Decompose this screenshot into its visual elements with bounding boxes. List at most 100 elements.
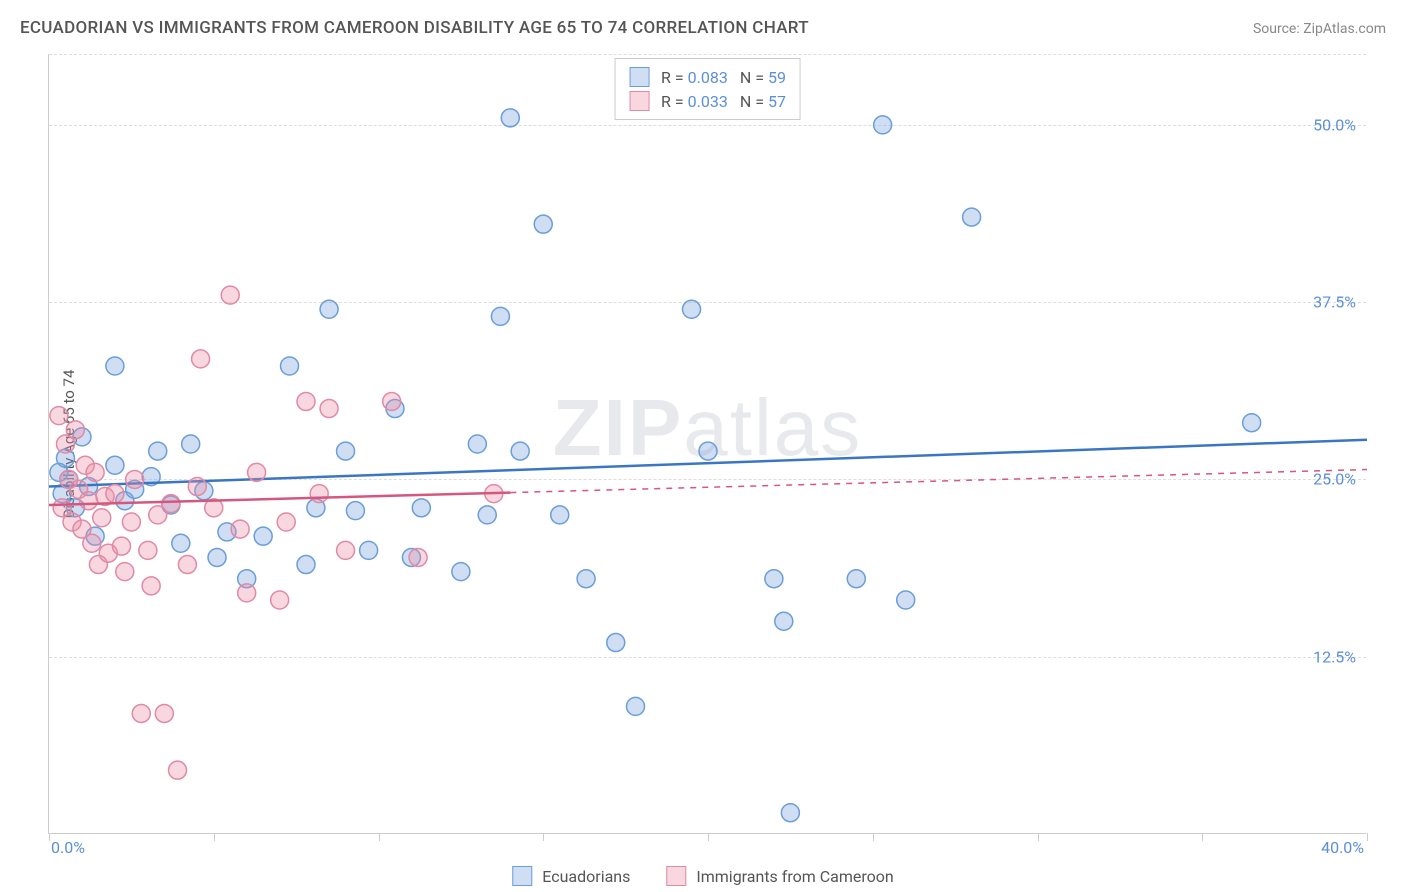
scatter-point [607,634,625,652]
scatter-point [577,570,595,588]
scatter-point [963,208,981,226]
scatter-point [139,541,157,559]
scatter-point [775,612,793,630]
chart-title: ECUADORIAN VS IMMIGRANTS FROM CAMEROON D… [20,18,809,38]
scatter-point [248,463,266,481]
x-tick [379,833,380,841]
x-tick [873,833,874,841]
x-tick [1038,833,1039,841]
scatter-point [297,556,315,574]
scatter-point [847,570,865,588]
scatter-point [683,300,701,318]
legend-swatch [666,866,686,886]
scatter-point [208,548,226,566]
legend-stat-row: R = 0.083 N = 59 [629,65,786,89]
scatter-point [320,400,338,418]
legend-r-label: R = 0.033 [661,92,728,111]
x-tick [214,833,215,841]
scatter-point [254,527,272,545]
scatter-point [277,513,295,531]
scatter-point [142,577,160,595]
scatter-point [781,804,799,822]
legend-swatch [629,67,649,87]
scatter-point [182,435,200,453]
scatter-point [66,421,84,439]
legend-series: Ecuadorians Immigrants from Cameroon [512,866,893,886]
scatter-point [86,463,104,481]
legend-r-label: R = 0.083 [661,68,728,87]
scatter-point [551,506,569,524]
scatter-point [106,456,124,474]
legend-stats-box: R = 0.083 N = 59 R = 0.033 N = 57 [614,58,801,120]
scatter-point [178,556,196,574]
legend-n-value: 57 [768,92,786,111]
x-tick [1202,833,1203,841]
scatter-point [50,407,68,425]
scatter-point [169,761,187,779]
scatter-point [297,392,315,410]
source-attribution: Source: ZipAtlas.com [1253,21,1386,37]
scatter-point [149,442,167,460]
scatter-point [534,215,552,233]
scatter-point [383,392,401,410]
scatter-point [491,307,509,325]
legend-r-value: 0.033 [688,92,728,111]
scatter-point [271,591,289,609]
scatter-point [155,704,173,722]
scatter-point [238,584,256,602]
x-tick-label-min: 0.0% [51,838,85,857]
scatter-point [337,541,355,559]
scatter-point [627,697,645,715]
x-tick [708,833,709,841]
scatter-point [106,485,124,503]
scatter-point [478,506,496,524]
scatter-point [221,286,239,304]
scatter-point [192,350,210,368]
scatter-point [93,509,111,527]
scatter-point [116,563,134,581]
scatter-point [310,485,328,503]
scatter-point [699,442,717,460]
trend-line-dashed [510,470,1367,493]
scatter-point [452,563,470,581]
scatter-svg [49,54,1366,833]
scatter-point [360,541,378,559]
scatter-point [80,492,98,510]
source-name: ZipAtlas.com [1303,21,1386,37]
x-tick-label-max: 40.0% [1321,838,1364,857]
scatter-point [112,537,130,555]
scatter-point [231,520,249,538]
plot-area: Disability Age 65 to 74 ZIPatlas 12.5%25… [48,54,1366,834]
scatter-point [501,109,519,127]
scatter-point [337,442,355,460]
scatter-point [874,116,892,134]
scatter-point [126,470,144,488]
x-tick [49,833,50,841]
scatter-point [132,704,150,722]
legend-n-label: N = 57 [740,92,786,111]
title-bar: ECUADORIAN VS IMMIGRANTS FROM CAMEROON D… [20,18,1386,38]
legend-r-value: 0.083 [688,68,728,87]
scatter-point [83,534,101,552]
scatter-point [281,357,299,375]
source-label: Source: [1253,21,1303,37]
legend-series-label: Immigrants from Cameroon [696,867,893,886]
scatter-point [468,435,486,453]
scatter-point [162,495,180,513]
scatter-point [1243,414,1261,432]
scatter-point [172,534,190,552]
scatter-point [412,499,430,517]
scatter-point [122,513,140,531]
legend-n-label: N = 59 [740,68,786,87]
legend-swatch [512,866,532,886]
scatter-point [409,548,427,566]
legend-series-item: Ecuadorians [512,866,630,886]
legend-stat-row: R = 0.033 N = 57 [629,89,786,113]
scatter-point [511,442,529,460]
scatter-point [897,591,915,609]
scatter-point [765,570,783,588]
scatter-point [346,502,364,520]
x-tick [543,833,544,841]
legend-series-item: Immigrants from Cameroon [666,866,893,886]
x-tick [1367,833,1368,841]
